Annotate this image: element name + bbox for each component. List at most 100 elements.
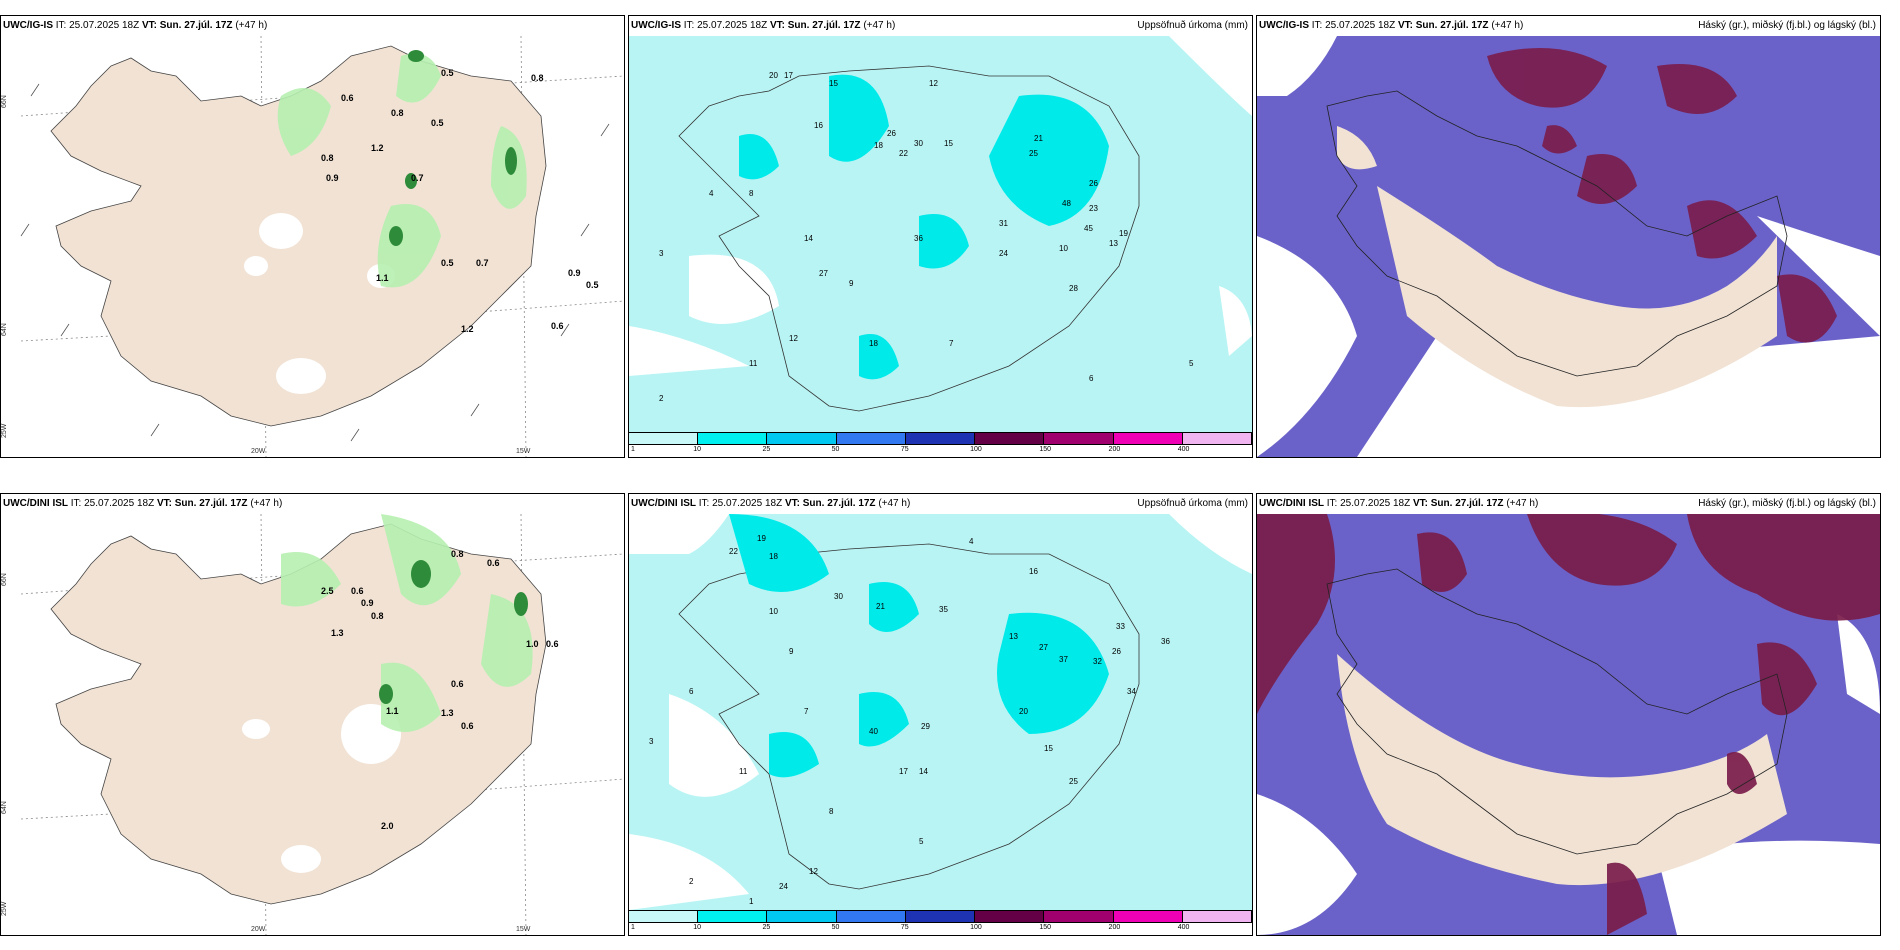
colorbar-swatch (905, 910, 976, 923)
panel-header: UWC/DINI ISL IT: 25.07.2025 18Z VT: Sun.… (1, 494, 624, 514)
accum-value: 16 (814, 121, 823, 130)
accum-value: 36 (914, 234, 923, 243)
lead-time: (+47 h) (1491, 20, 1524, 31)
colorbar-swatch (629, 432, 699, 445)
accum-value: 10 (1059, 244, 1068, 253)
panel-igis-precip-wind: UWC/IG-IS IT: 25.07.2025 18Z VT: Sun. 27… (0, 15, 625, 458)
lon-label: 25W (1, 901, 8, 916)
precip-value: 0.8 (321, 153, 334, 163)
colorbar-swatch (836, 910, 906, 923)
colorbar-swatch (1182, 910, 1252, 923)
precip-value: 0.7 (476, 258, 489, 268)
colorbar-swatch (905, 432, 976, 445)
precip-value: 0.8 (371, 611, 384, 621)
precip-value: 0.8 (391, 108, 404, 118)
lon-label: 20W (251, 448, 266, 455)
accum-value: 15 (829, 79, 838, 88)
precip-value: 2.5 (321, 586, 334, 596)
colorbar-swatch (975, 432, 1045, 445)
colorbar-swatch (767, 432, 837, 445)
colorbar-tick: 10 (693, 924, 702, 931)
panel-header: UWC/IG-IS IT: 25.07.2025 18Z VT: Sun. 27… (1, 16, 624, 36)
accum-value: 1 (749, 897, 754, 906)
lat-label: 66N (1, 95, 8, 108)
accum-value: 14 (804, 234, 813, 243)
accum-value: 8 (829, 807, 834, 816)
accum-value: 20 (1019, 707, 1028, 716)
precip-value: 0.9 (568, 268, 581, 278)
precip-value: 0.6 (487, 558, 500, 568)
colorbar-tick: 25 (762, 446, 771, 453)
precip-value: 0.6 (551, 321, 564, 331)
colorbar-swatch (1113, 432, 1183, 445)
precip-value: 0.6 (341, 93, 354, 103)
colorbar-tick: 400 (1177, 446, 1190, 453)
accum-value: 19 (757, 534, 766, 543)
accum-value: 17 (784, 71, 793, 80)
precip-value: 2.0 (381, 821, 394, 831)
precip-value: 0.6 (451, 679, 464, 689)
valid-time: VT: Sun. 27.júl. 17Z (769, 20, 861, 31)
colorbar-tick: 150 (1039, 924, 1052, 931)
accum-value: 10 (769, 607, 778, 616)
colorbar-tick: 200 (1108, 924, 1121, 931)
colorbar-swatch (1044, 910, 1114, 923)
accum-value: 33 (1116, 622, 1125, 631)
precip-value: 0.6 (351, 586, 364, 596)
precip-value: 1.1 (376, 273, 389, 283)
panel-header: UWC/DINI ISL IT: 25.07.2025 18Z VT: Sun.… (1257, 494, 1880, 514)
accum-value: 12 (789, 334, 798, 343)
colorbar-tick: 50 (831, 924, 840, 931)
model-name: UWC/IG-IS (3, 20, 53, 31)
precip-value: 0.5 (431, 118, 444, 128)
init-time: IT: 25.07.2025 18Z (1311, 20, 1396, 31)
accum-value: 9 (849, 279, 854, 288)
init-time: IT: 25.07.2025 18Z (698, 498, 783, 509)
colorbar-tick: 1 (631, 924, 635, 931)
valid-time: VT: Sun. 27.júl. 17Z (156, 498, 248, 509)
accum-value: 12 (929, 79, 938, 88)
init-time: IT: 25.07.2025 18Z (70, 498, 155, 509)
accum-value: 37 (1059, 655, 1068, 664)
lead-time: (+47 h) (1506, 498, 1539, 509)
map-canvas: 22 19 18 30 35 21 27 37 32 33 34 36 26 2… (629, 514, 1252, 910)
precip-value: 0.8 (451, 549, 464, 559)
lead-time: (+47 h) (878, 498, 911, 509)
colorbar-tick: 100 (970, 924, 982, 931)
lead-time: (+47 h) (250, 498, 283, 509)
accum-value: 21 (1034, 134, 1043, 143)
lead-time: (+47 h) (235, 20, 268, 31)
colorbar-tick: 75 (900, 924, 909, 931)
panel-title: Uppsöfnuð úrkoma (mm) (1137, 498, 1248, 509)
accum-value: 2 (659, 394, 664, 403)
accum-value: 26 (1089, 179, 1098, 188)
colorbar-swatch (767, 910, 837, 923)
lat-label: 64N (1, 323, 8, 336)
valid-time: VT: Sun. 27.júl. 17Z (784, 498, 876, 509)
accum-value: 16 (1029, 567, 1038, 576)
valid-time: VT: Sun. 27.júl. 17Z (1397, 20, 1489, 31)
colorbar-tick: 1 (631, 446, 635, 453)
accum-value: 30 (834, 592, 843, 601)
precip-value: 0.9 (361, 598, 374, 608)
colorbar-tick: 10 (693, 446, 702, 453)
lat-label: 64N (1, 801, 8, 814)
precip-value: 1.2 (461, 324, 474, 334)
accum-value: 28 (1069, 284, 1078, 293)
colorbar-swatch (1182, 432, 1252, 445)
precip-value: 0.6 (546, 639, 559, 649)
accum-value: 31 (999, 219, 1008, 228)
accum-value: 30 (914, 139, 923, 148)
panel-header: UWC/DINI ISL IT: 25.07.2025 18Z VT: Sun.… (629, 494, 1252, 514)
accum-value: 27 (1039, 643, 1048, 652)
panel-title: Uppsöfnuð úrkoma (mm) (1137, 20, 1248, 31)
panel-dini-accum-precip: UWC/DINI ISL IT: 25.07.2025 18Z VT: Sun.… (628, 493, 1253, 936)
init-time: IT: 25.07.2025 18Z (55, 20, 140, 31)
accum-value: 2 (689, 877, 694, 886)
map-canvas: 20 17 15 12 16 18 26 30 22 15 21 48 23 4… (629, 36, 1252, 432)
lon-label: 25W (1, 423, 8, 438)
precip-value: 0.5 (586, 280, 599, 290)
panel-dini-precip-wind: UWC/DINI ISL IT: 25.07.2025 18Z VT: Sun.… (0, 493, 625, 936)
accum-value: 14 (919, 767, 928, 776)
map-canvas: 0.5 0.8 0.6 0.8 0.5 1.2 0.7 0.9 0.7 0.5 … (1, 36, 624, 457)
